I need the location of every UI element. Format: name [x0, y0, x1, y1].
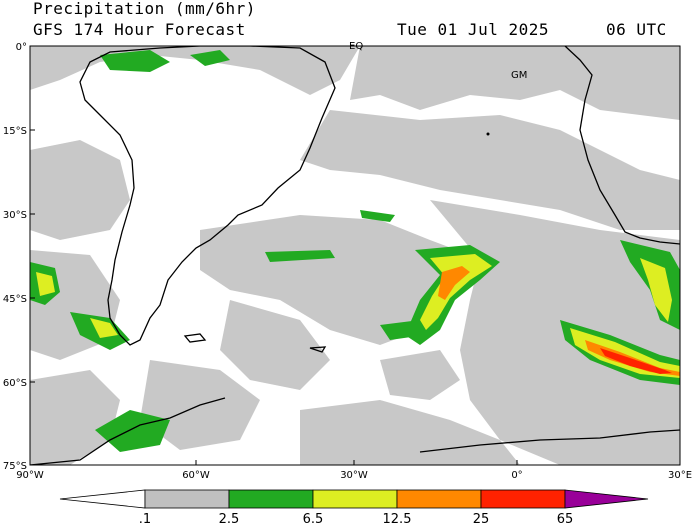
precipitation-field: [30, 46, 680, 465]
valid-time-label: 06 UTC: [606, 20, 667, 39]
greenwich-marker: GM: [511, 70, 527, 81]
lat-label-30s: 30°S: [3, 210, 27, 221]
lon-label-30w: 30°W: [340, 470, 368, 481]
legend-swatch-1: [144, 489, 230, 509]
equator-marker: EQ: [349, 41, 363, 52]
lat-label-60s: 60°S: [3, 378, 27, 389]
legend-swatch-2: [228, 489, 314, 509]
lon-label-90w: 90°W: [16, 470, 44, 481]
coastlines: [30, 46, 680, 465]
legend-swatch-0: [59, 489, 146, 509]
lat-label-0: 0°: [16, 42, 27, 53]
legend-swatch-5: [480, 489, 566, 509]
legend-label-2: 6.5: [303, 512, 324, 525]
lon-label-60w: 60°W: [182, 470, 210, 481]
legend-label-1: 2.5: [219, 512, 240, 525]
legend: .1 2.5 6.5 12.5 25 65: [59, 489, 649, 525]
valid-date-label: Tue 01 Jul 2025: [397, 20, 549, 39]
lon-label-0: 0°: [511, 470, 522, 481]
lat-label-45s: 45°S: [3, 294, 27, 305]
legend-label-0: .1: [139, 512, 151, 525]
map-frame: [29, 45, 681, 466]
legend-label-3: 12.5: [383, 512, 412, 525]
legend-swatch-6: [564, 489, 649, 509]
legend-label-5: 65: [557, 512, 574, 525]
legend-label-4: 25: [473, 512, 490, 525]
legend-swatch-3: [312, 489, 398, 509]
chart-title: Precipitation (mm/6hr): [33, 0, 256, 18]
model-forecast-label: GFS 174 Hour Forecast: [33, 20, 246, 39]
lon-label-30e: 30°E: [668, 470, 692, 481]
lat-label-15s: 15°S: [3, 126, 27, 137]
legend-swatch-4: [396, 489, 482, 509]
lat-label-75s: 75°S: [3, 461, 27, 472]
